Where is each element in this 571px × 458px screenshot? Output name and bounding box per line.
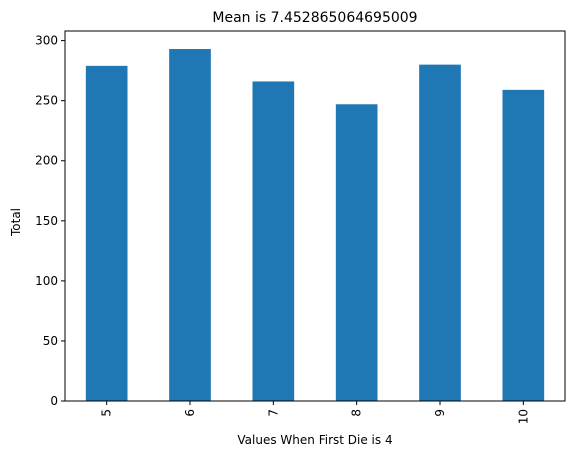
y-tick-label-250: 250: [35, 94, 58, 108]
plot-frame: [64, 30, 566, 402]
bar-6: [169, 49, 211, 402]
y-axis-ticks: 0 50 100 150 200 250 300: [35, 34, 65, 408]
bars-group: [85, 49, 545, 402]
y-tick-label-200: 200: [35, 154, 58, 168]
x-tick-label-7: 7: [266, 409, 280, 417]
bar-8: [335, 104, 378, 401]
x-tick-label-9: 9: [433, 409, 447, 417]
bar-9: [419, 64, 461, 402]
x-tick-label-6: 6: [183, 409, 197, 417]
y-tick-label-300: 300: [35, 34, 58, 48]
y-tick-label-50: 50: [43, 334, 58, 348]
x-tick-label-5: 5: [100, 409, 114, 417]
y-tick-label-0: 0: [50, 394, 58, 408]
x-axis-label: Values When First Die is 4: [237, 433, 392, 447]
bar-7: [252, 81, 295, 402]
x-tick-label-10: 10: [516, 409, 530, 424]
chart-title: Mean is 7.452865064695009: [212, 10, 417, 26]
y-axis-label: Total: [9, 208, 23, 237]
x-tick-label-8: 8: [350, 409, 364, 417]
y-tick-label-100: 100: [35, 274, 58, 288]
y-tick-label-150: 150: [35, 214, 58, 228]
bar-10: [502, 89, 545, 401]
x-axis-ticks: 5 6 7 8 9 10: [100, 401, 530, 424]
bar-5: [85, 65, 128, 402]
